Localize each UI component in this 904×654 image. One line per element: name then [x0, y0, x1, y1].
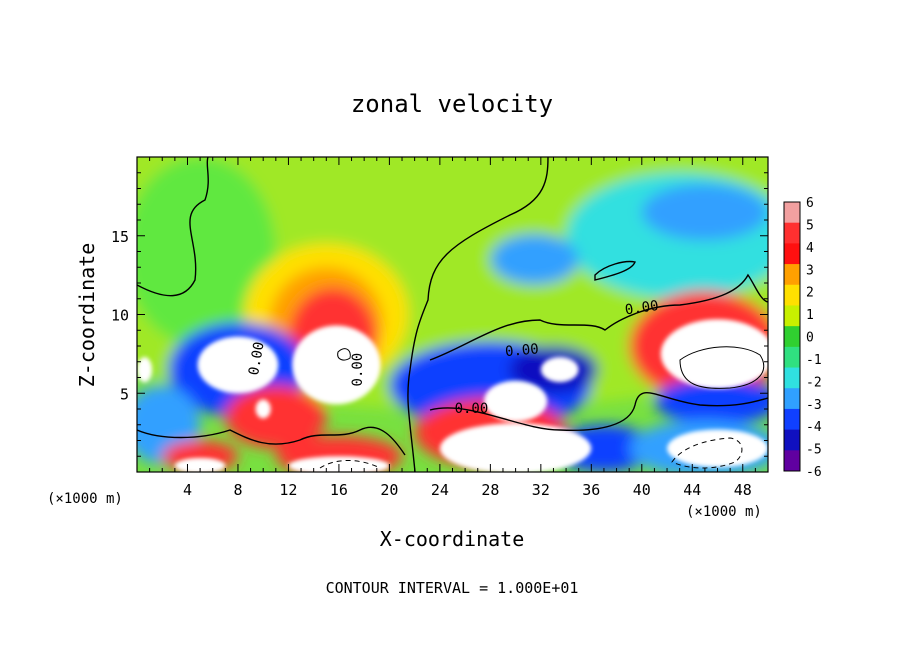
x-tick-label: 16 — [330, 481, 348, 499]
saturated-region-9 — [667, 429, 768, 468]
y-axis-title: Z-coordinate — [75, 243, 99, 388]
colorbar-swatch — [784, 450, 800, 472]
contour-dashed-right — [671, 437, 743, 469]
contour-lines — [137, 157, 768, 472]
contour-zero-bottom-right — [429, 392, 768, 432]
white-regions — [137, 319, 768, 472]
saturated-region-1 — [197, 336, 279, 394]
colorbar-swatch — [784, 202, 800, 224]
colorbar-label: -6 — [806, 465, 822, 480]
y-tick-label: 10 — [111, 307, 129, 325]
contour-zero-left — [137, 157, 209, 297]
contour-label: 0.00 — [350, 353, 366, 387]
colorbar-label: 4 — [806, 241, 814, 256]
x-tick-label: 28 — [481, 481, 499, 499]
colorbar-swatch — [784, 326, 800, 348]
colorbar-label: 0 — [806, 331, 814, 346]
contour-interval-note: CONTOUR INTERVAL = 1.000E+01 — [326, 579, 579, 597]
saturated-region-4 — [137, 357, 153, 383]
colorbar-swatch — [784, 388, 800, 410]
x-tick-label: 40 — [633, 481, 651, 499]
contour-zero-lower — [137, 426, 406, 456]
x-axis-title: X-coordinate — [380, 527, 525, 551]
colorbar-label: 5 — [806, 218, 814, 233]
x-tick-label: 8 — [233, 481, 242, 499]
colorbar-label: -1 — [806, 353, 822, 368]
colorbar-label: 2 — [806, 286, 814, 301]
chart-title: zonal velocity — [351, 90, 553, 118]
x-tick-label: 20 — [380, 481, 398, 499]
y-tick-label: 15 — [111, 228, 129, 246]
colorbar-swatch — [784, 243, 800, 265]
x-axis: 4 8 12 16 20 24 28 32 36 40 44 48 — [149, 157, 756, 499]
colorbar-swatch — [784, 222, 800, 244]
colorbar-label: -3 — [806, 398, 822, 413]
contour-dashed-bottom — [319, 460, 381, 469]
contour-zero-blob — [594, 260, 636, 281]
field-blob-17 — [654, 377, 768, 425]
colorbar-swatch — [784, 346, 800, 369]
colorbar-label: -5 — [806, 443, 822, 458]
colorbar-label: -4 — [806, 420, 822, 435]
contour-labels: 0.00 0.00 0.00 0.00 0.00 — [246, 298, 660, 417]
colorbar-swatch — [784, 429, 800, 451]
field-blob-5 — [490, 234, 579, 285]
x-unit-label-right: (×1000 m) — [686, 504, 762, 520]
colorbar-swatch — [784, 408, 800, 431]
saturated-region-7 — [439, 423, 592, 472]
colorbar-label: -2 — [806, 375, 822, 390]
contour-zero-mid — [407, 157, 549, 472]
y-tick-label: 5 — [120, 385, 129, 403]
x-tick-label: 4 — [183, 481, 192, 499]
contour-label: 0.00 — [455, 401, 489, 417]
colorbar-label: 1 — [806, 308, 814, 323]
saturated-region-6 — [540, 357, 579, 383]
x-unit-label-left: (×1000 m) — [47, 491, 123, 507]
x-tick-label: 24 — [431, 481, 449, 499]
saturated-region-3 — [255, 399, 271, 419]
colorbar: 6 5 4 3 2 1 0 -1 -2 -3 -4 -5 -6 — [783, 196, 822, 480]
x-tick-label: 12 — [279, 481, 297, 499]
saturated-region-2 — [292, 325, 381, 405]
colorbar-swatch — [784, 264, 800, 286]
field-blob-4 — [641, 183, 768, 241]
x-tick-label: 32 — [532, 481, 550, 499]
contour-label: 0.00 — [504, 341, 539, 360]
y-axis: 5 10 15 — [111, 172, 768, 457]
contour-label: 0.00 — [246, 341, 268, 377]
colorbar-frame — [783, 201, 801, 472]
x-tick-label: 36 — [582, 481, 600, 499]
contour-positive-center — [337, 348, 351, 361]
field-blob-11 — [225, 385, 327, 449]
field-blob-2 — [137, 157, 276, 346]
contour-positive-right — [679, 346, 765, 389]
colorbar-swatch — [784, 367, 800, 389]
colorbar-label: 6 — [806, 196, 814, 211]
plot-area: 0.00 0.00 0.00 0.00 0.00 — [137, 157, 768, 472]
saturated-region-8 — [660, 319, 768, 389]
contour-zero-right — [429, 273, 768, 361]
colorbar-label: 3 — [806, 263, 814, 278]
contour-label: 0.00 — [624, 298, 660, 319]
x-tick-label: 44 — [683, 481, 701, 499]
colorbar-swatch — [784, 284, 800, 306]
saturated-region-5 — [484, 380, 548, 422]
colorbar-swatch — [784, 305, 800, 327]
x-tick-label: 48 — [734, 481, 752, 499]
